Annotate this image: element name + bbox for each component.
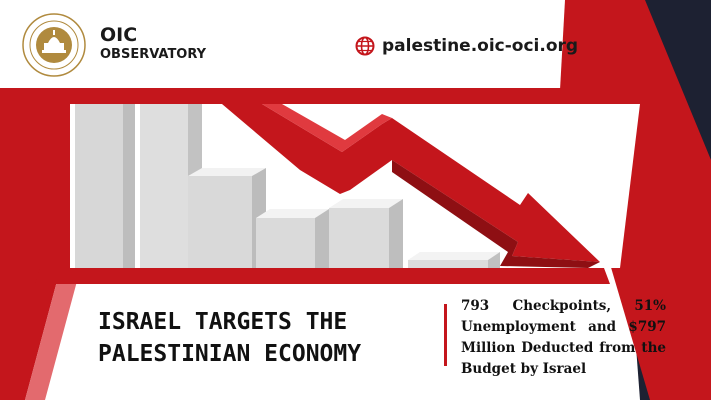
red-lower-left-block [0, 270, 60, 400]
divider [444, 304, 447, 366]
red-image-bottom-stripe [35, 268, 610, 284]
brand-line-1: OIC [100, 24, 138, 46]
brand-line-2: OBSERVATORY [100, 47, 207, 62]
brand-name: OIC OBSERVATORY [100, 26, 206, 63]
website-url: palestine.oic-oci.org [382, 36, 579, 56]
headline-line-2: PALESTINIAN ECONOMY [98, 341, 362, 367]
red-left-block [0, 104, 70, 270]
website-link[interactable]: palestine.oic-oci.org [355, 36, 578, 56]
headline-line-1: ISRAEL TARGETS THE [98, 309, 348, 335]
description-text: 793 Checkpoints, 51% Unemployment and $7… [461, 298, 666, 377]
downward-arrow-illustration [222, 104, 600, 268]
oic-observatory-logo [22, 13, 86, 77]
red-header-stripe [0, 88, 648, 104]
red-lower-left-highlight [25, 270, 80, 400]
red-lower-right-band [600, 230, 711, 400]
headline: ISRAEL TARGETS THE PALESTINIAN ECONOMY [98, 306, 361, 370]
bar-chart-illustration [75, 104, 500, 268]
globe-icon [355, 36, 375, 56]
